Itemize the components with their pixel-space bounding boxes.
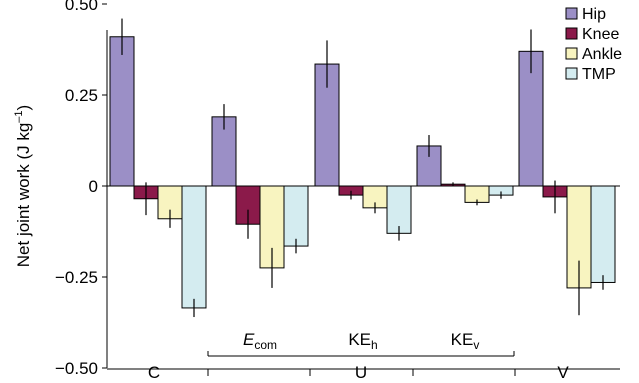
x-supergroup-label: U <box>355 363 367 382</box>
x-subgroup-label-base: KE <box>451 330 474 349</box>
legend: Hip Knee Ankle TMP <box>565 6 622 83</box>
y-tick-label: −0.50 <box>55 359 98 378</box>
y-tick-label: 0 <box>89 177 98 196</box>
x-subgroup-label-sub: v <box>473 338 479 352</box>
bar-tmp <box>283 185 309 247</box>
legend-label: Ankle <box>582 46 622 63</box>
x-subgroup-label-base: E <box>243 330 255 349</box>
legend-label: Knee <box>582 26 619 43</box>
x-group-label: V <box>557 363 569 382</box>
legend-swatch <box>565 47 578 60</box>
x-group-label: C <box>148 363 160 382</box>
legend-label: TMP <box>582 66 616 83</box>
y-tick-label: 0.50 <box>65 0 98 14</box>
y-tick-label: 0.25 <box>65 86 98 105</box>
x-subgroup-label-sub: h <box>371 338 378 352</box>
bar-tmp <box>590 185 616 283</box>
bar-hip <box>109 36 135 187</box>
bars <box>107 18 620 318</box>
bar-tmp <box>181 185 207 309</box>
y-axis-title-text: Net joint work (J kg <box>14 123 33 268</box>
x-subgroup-label-sub: com <box>254 338 277 352</box>
y-axis-title-superscript: –1 <box>13 110 25 122</box>
legend-label: Hip <box>582 6 606 23</box>
bar-hip <box>518 50 544 187</box>
x-subgroup-label: Ecom <box>243 330 277 352</box>
x-subgroup-label: KEv <box>451 330 480 352</box>
x-subgroup-label-base: KE <box>348 330 371 349</box>
y-axis-title: Net joint work (J kg–1) <box>13 105 33 267</box>
legend-swatch <box>565 67 578 80</box>
legend-swatch <box>565 7 578 20</box>
y-tick-label: −0.25 <box>55 268 98 287</box>
x-subgroup-label: KEh <box>348 330 377 352</box>
legend-swatch <box>565 27 578 40</box>
y-axis-title-end: ) <box>14 105 33 111</box>
